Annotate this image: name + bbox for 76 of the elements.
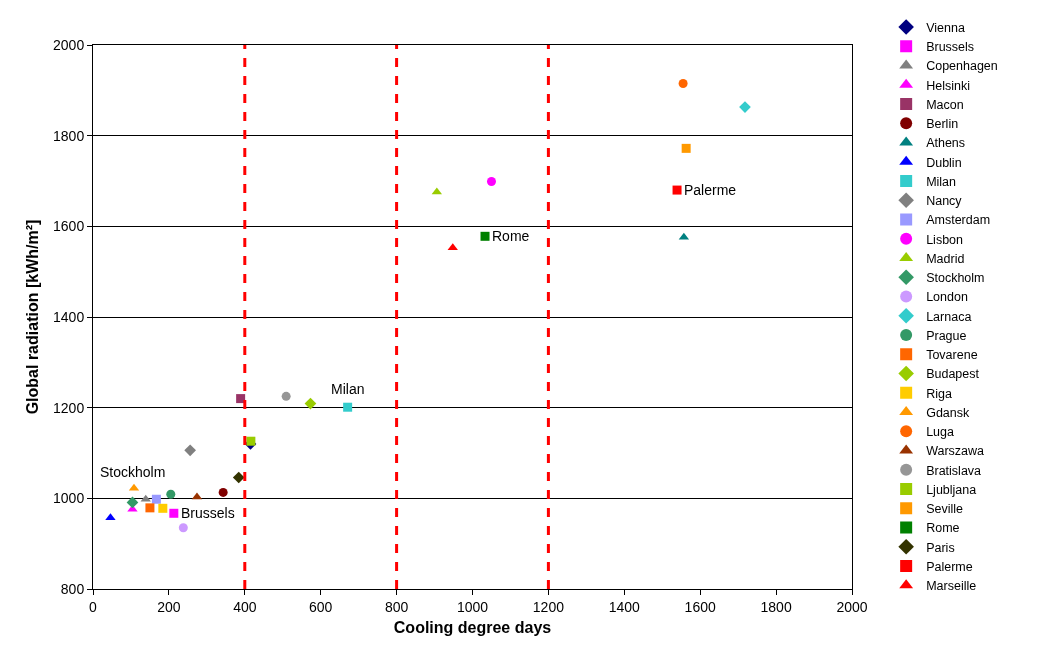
x-tick-label: 1400 — [608, 598, 641, 615]
y-tick-label: 1000 — [53, 490, 85, 507]
y-tick-label: 1200 — [53, 399, 85, 416]
legend-label: Riga — [926, 386, 952, 401]
legend-label: Gdansk — [926, 405, 970, 420]
x-axis-title: Cooling degree days — [393, 619, 552, 637]
point — [126, 496, 139, 509]
legend-label: Lisbon — [926, 232, 964, 247]
x-tick-label: 1800 — [760, 598, 792, 615]
point — [681, 143, 691, 153]
x-tick-label: 0 — [89, 598, 98, 615]
y-tick-label: 2000 — [53, 36, 85, 53]
annotation: Palerme — [684, 182, 737, 198]
point — [246, 436, 256, 446]
x-tick-label: 1000 — [456, 598, 489, 615]
x-tick-label: 1200 — [532, 598, 565, 615]
y-tick-label: 1600 — [53, 218, 85, 235]
point — [184, 444, 196, 457]
point — [169, 508, 179, 518]
y-tick-label: 1400 — [53, 308, 85, 325]
point — [236, 394, 246, 404]
legend-label: Helsinki — [926, 78, 970, 93]
legend-label: Vienna — [926, 20, 965, 35]
legend-label: Paris — [926, 540, 955, 555]
point — [232, 471, 245, 484]
legend-label: Palerme — [926, 559, 973, 574]
point — [281, 391, 291, 401]
point — [218, 487, 228, 497]
y-tick-label: 800 — [60, 580, 85, 597]
legend-label: Prague — [926, 328, 967, 343]
point — [145, 503, 155, 513]
legend-label: Nancy — [926, 194, 963, 209]
legend-label: Warszawa — [926, 444, 985, 459]
legend-label: Dublin — [926, 155, 962, 170]
point — [166, 489, 176, 499]
x-tick-label: 2000 — [836, 598, 868, 615]
legend-label: Copenhagen — [926, 59, 998, 74]
legend-label: Athens — [926, 136, 966, 151]
legend-label: Marseille — [926, 579, 977, 594]
legend-label: Seville — [926, 502, 964, 517]
point — [151, 494, 161, 504]
x-tick-label: 200 — [157, 598, 181, 615]
point — [672, 185, 682, 195]
point — [304, 397, 317, 410]
x-tick-label: 800 — [384, 598, 409, 615]
point — [343, 402, 353, 412]
legend-label: Rome — [926, 521, 960, 536]
legend-label: London — [926, 290, 968, 305]
legend-label: Budapest — [926, 367, 980, 382]
x-tick-label: 1600 — [684, 598, 716, 615]
annotation: Brussels — [181, 505, 235, 521]
x-tick-label: 600 — [309, 598, 333, 615]
point — [480, 231, 490, 241]
y-tick-label: 1800 — [53, 127, 85, 144]
annotation: Milan — [331, 381, 365, 397]
legend-label: Ljubljana — [926, 482, 977, 497]
point — [105, 513, 116, 521]
legend-label: Stockholm — [926, 271, 985, 286]
point — [486, 176, 496, 186]
x-tick-label: 400 — [233, 598, 257, 615]
legend-label: Tovarene — [926, 348, 978, 363]
annotation: Stockholm — [100, 464, 166, 480]
legend-label: Larnaca — [926, 309, 972, 324]
point — [178, 523, 188, 533]
y-axis-title: Global radiation [kWh/m²] — [23, 219, 41, 415]
legend-label: Macon — [926, 97, 964, 112]
legend-label: Madrid — [926, 251, 965, 266]
legend-label: Luga — [926, 425, 955, 440]
legend-label: Amsterdam — [926, 213, 991, 228]
point — [678, 79, 688, 89]
legend-label: Berlin — [926, 117, 959, 132]
point — [158, 503, 168, 513]
legend-label: Brussels — [926, 40, 975, 55]
annotation: Rome — [492, 228, 530, 244]
legend-label: Bratislava — [926, 463, 982, 478]
legend-label: Milan — [926, 174, 957, 189]
